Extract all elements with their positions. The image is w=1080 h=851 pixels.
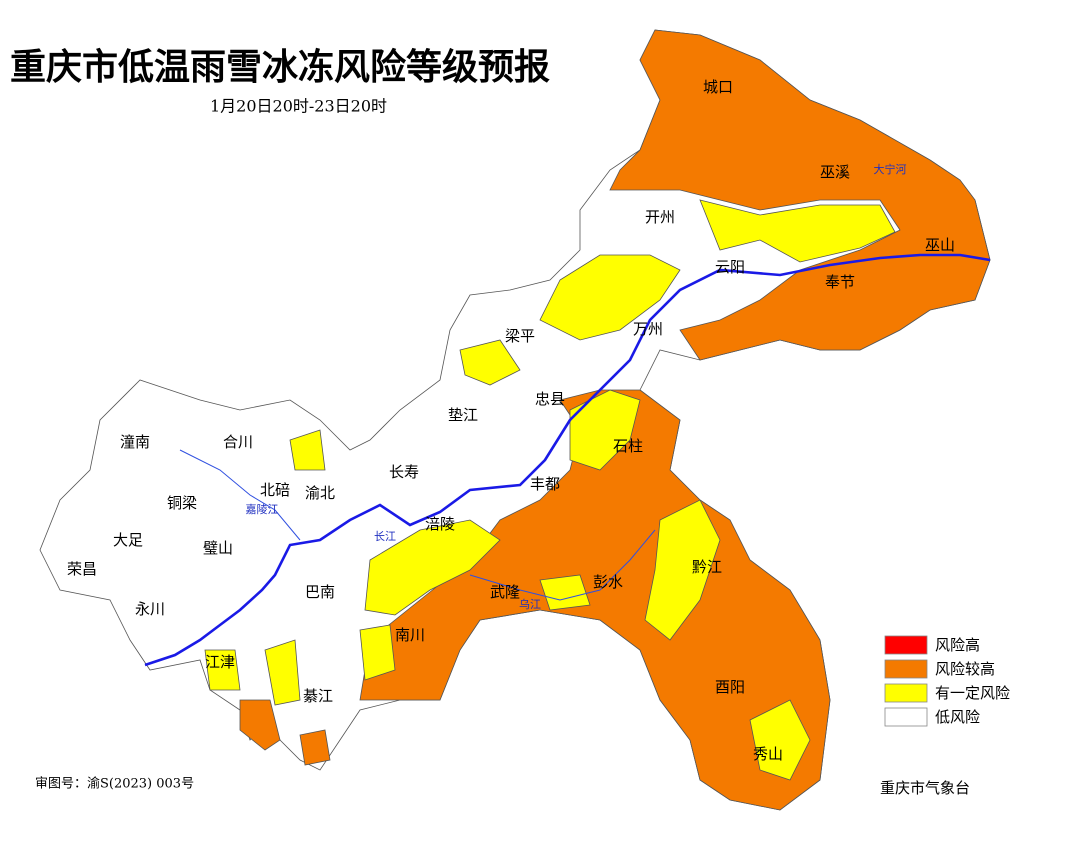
district-label: 忠县 <box>535 390 565 408</box>
district-label: 城口 <box>703 78 733 96</box>
district-label: 石柱 <box>613 437 643 455</box>
region-high <box>239 699 281 751</box>
district-label: 渝北 <box>305 484 335 502</box>
legend-label: 有一定风险 <box>935 684 1010 702</box>
title: 重庆市低温雨雪冰冻风险等级预报 <box>10 46 550 88</box>
district-label: 云阳 <box>715 258 745 276</box>
district-label: 开州 <box>645 208 675 226</box>
district-label: 綦江 <box>303 687 333 705</box>
region-medium <box>569 389 641 471</box>
district-label: 奉节 <box>825 273 855 291</box>
district-label: 长寿 <box>389 463 419 481</box>
district-label: 荣昌 <box>67 560 97 578</box>
district-label: 璧山 <box>203 539 233 557</box>
region-medium <box>459 339 521 386</box>
region-medium <box>644 499 721 641</box>
district-label: 万州 <box>633 320 663 338</box>
district-label: 永川 <box>135 600 165 618</box>
district-label: 铜梁 <box>167 494 197 512</box>
district-label: 南川 <box>395 626 425 644</box>
yangtze-river <box>144 253 991 667</box>
river-label: 乌江 <box>519 597 541 611</box>
district-label: 垫江 <box>448 406 478 424</box>
jialing-river <box>179 449 301 541</box>
district-label: 黔江 <box>692 558 722 576</box>
district-label: 武隆 <box>490 583 520 601</box>
legend-swatch <box>884 707 928 727</box>
approval-number: 审图号：渝S(2023) 003号 <box>35 776 194 792</box>
region-medium <box>699 199 896 263</box>
subtitle: 1月20日20时-23日20时 <box>210 97 387 116</box>
legend-label: 风险高 <box>935 636 980 654</box>
region-medium <box>749 699 811 781</box>
region-medium <box>264 639 301 706</box>
river-label: 嘉陵江 <box>246 502 279 516</box>
district-label: 大足 <box>113 531 143 549</box>
district-label: 丰都 <box>530 475 560 493</box>
legend-swatch <box>884 635 928 655</box>
district-label: 巴南 <box>305 583 335 601</box>
district-label: 巫溪 <box>820 163 850 181</box>
district-label: 涪陵 <box>425 515 455 533</box>
region-high <box>609 29 991 361</box>
district-label: 合川 <box>223 433 253 451</box>
region-high <box>299 729 331 766</box>
district-label: 梁平 <box>505 327 535 345</box>
district-label: 彭水 <box>593 573 623 591</box>
legend-swatch <box>884 683 928 703</box>
legend-label: 低风险 <box>935 708 980 726</box>
district-label: 北碚 <box>260 481 290 499</box>
district-label: 江津 <box>205 653 235 671</box>
river-label: 大宁河 <box>874 162 907 176</box>
district-label: 秀山 <box>753 745 783 763</box>
river-label: 长江 <box>374 530 396 543</box>
region-medium <box>289 429 326 471</box>
region-medium <box>539 254 681 341</box>
regions <box>39 29 991 811</box>
legend-label: 风险较高 <box>935 660 995 678</box>
district-label: 巫山 <box>925 236 955 254</box>
region-medium <box>359 624 396 681</box>
legend-swatch <box>884 659 928 679</box>
region-medium <box>204 649 241 691</box>
region-medium <box>364 519 501 616</box>
wu-river <box>469 529 656 601</box>
district-label: 潼南 <box>120 433 150 451</box>
region-medium <box>539 574 591 611</box>
agency: 重庆市气象台 <box>880 779 970 797</box>
district-label: 酉阳 <box>715 678 745 696</box>
